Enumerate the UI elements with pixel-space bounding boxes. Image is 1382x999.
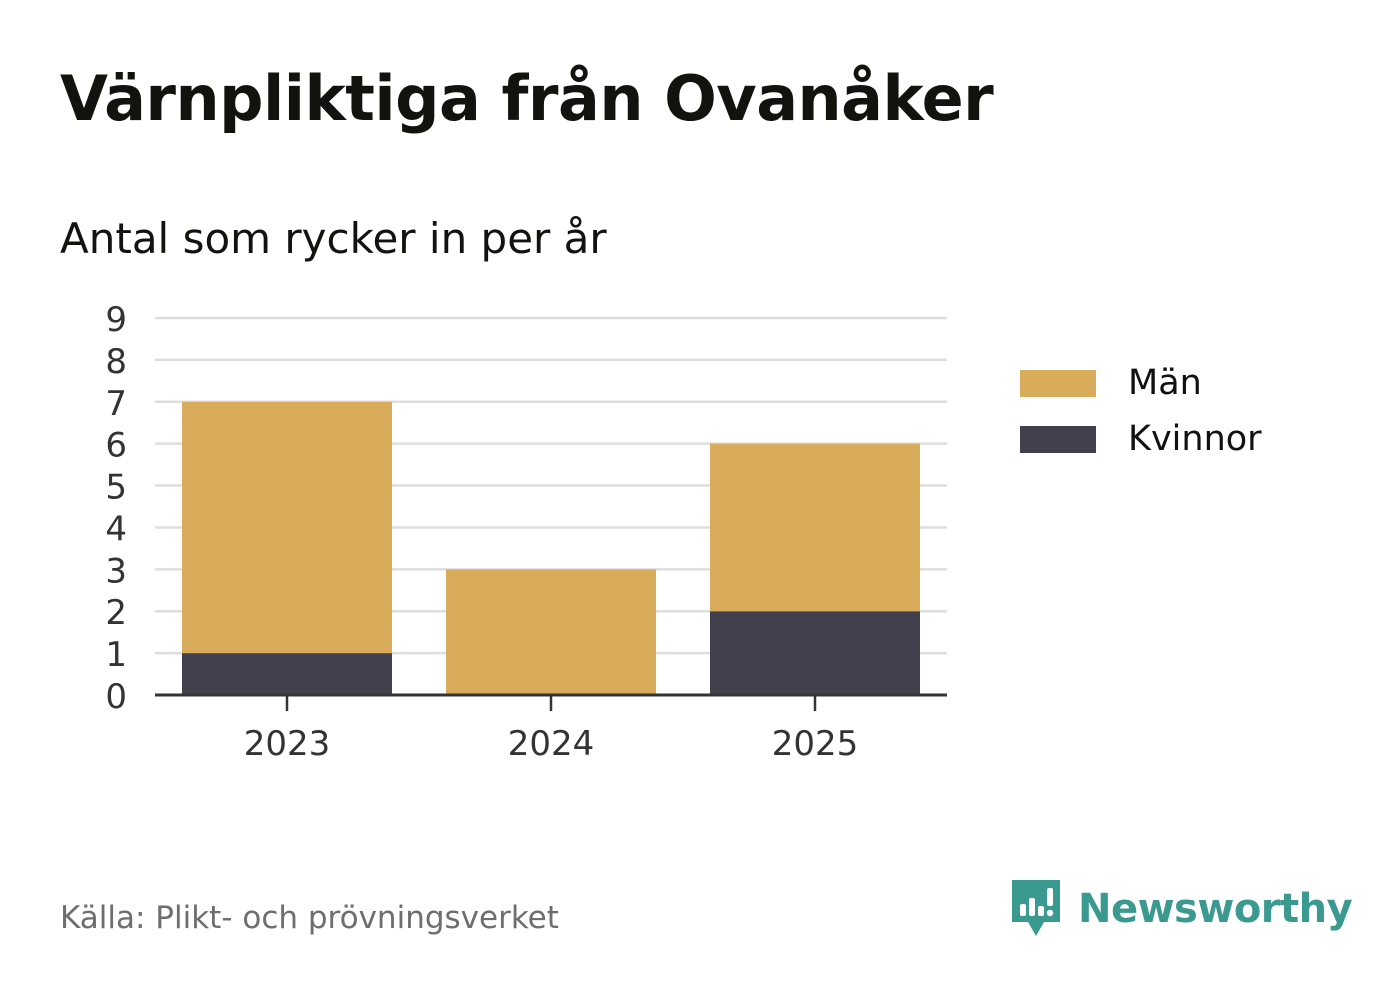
- bar-2024-m-n: [446, 569, 656, 695]
- newsworthy-logo-icon: [1012, 880, 1060, 936]
- y-tick-label-3: 3: [105, 551, 127, 591]
- legend: Män Kvinnor: [1020, 355, 1262, 467]
- legend-swatch-man: [1020, 369, 1096, 397]
- bar-2023-m-n: [182, 401, 392, 654]
- y-tick-label-9: 9: [105, 300, 127, 340]
- legend-item-man: Män: [1020, 355, 1262, 411]
- brand-logo: Newsworthy: [1010, 878, 1353, 940]
- y-tick-label-6: 6: [105, 426, 127, 466]
- y-tick-label-8: 8: [105, 342, 127, 382]
- legend-swatch-kvinnor: [1020, 425, 1096, 453]
- y-tick-label-4: 4: [105, 509, 127, 549]
- y-tick-label-5: 5: [105, 468, 127, 508]
- chart-subtitle: Antal som rycker in per år: [60, 214, 607, 263]
- legend-item-kvinnor: Kvinnor: [1020, 411, 1262, 467]
- bar-2023-kvinnor: [182, 653, 392, 695]
- legend-label-kvinnor: Kvinnor: [1128, 419, 1262, 459]
- x-tick-label-2023: 2023: [244, 724, 331, 764]
- bar-2025-m-n: [710, 443, 920, 612]
- bar-2025-kvinnor: [710, 611, 920, 695]
- y-tick-label-0: 0: [105, 677, 127, 717]
- y-tick-label-2: 2: [105, 593, 127, 633]
- chart-title: Värnpliktiga från Ovanåker: [60, 62, 994, 135]
- brand-name: Newsworthy: [1078, 886, 1353, 932]
- y-tick-label-1: 1: [105, 635, 127, 675]
- legend-label-man: Män: [1128, 363, 1202, 403]
- y-tick-label-7: 7: [105, 384, 127, 424]
- x-tick-label-2024: 2024: [508, 724, 595, 764]
- source-note: Källa: Plikt- och prövningsverket: [60, 900, 559, 936]
- x-tick-label-2025: 2025: [772, 724, 859, 764]
